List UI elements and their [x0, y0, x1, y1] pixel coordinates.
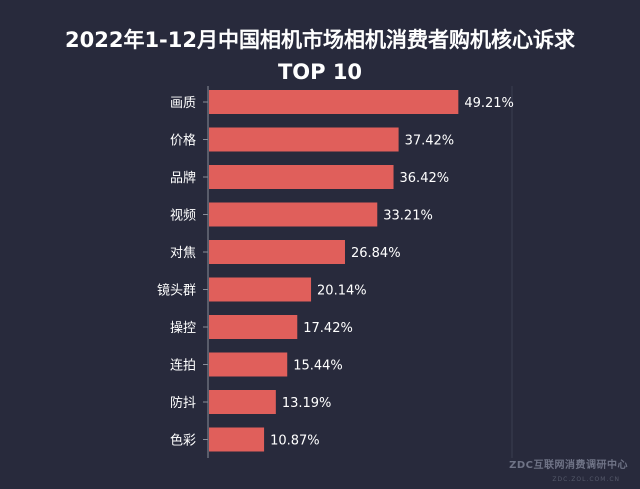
category-label: 品牌	[170, 170, 196, 186]
value-label: 33.21%	[383, 209, 433, 224]
bar-4	[209, 240, 345, 264]
watermark: ZDC互联网消费调研中心	[509, 460, 628, 471]
bar-8	[209, 390, 276, 414]
category-label: 视频	[170, 209, 196, 224]
value-label: 36.42%	[400, 171, 450, 186]
category-label: 价格	[170, 133, 196, 149]
bar-3	[209, 202, 378, 227]
bar-6	[209, 315, 298, 339]
bar-9	[209, 427, 265, 452]
value-label: 17.42%	[303, 321, 353, 336]
bar-1	[209, 127, 399, 152]
category-label: 色彩	[170, 433, 196, 449]
bar-0	[209, 90, 459, 114]
bar-7	[209, 352, 288, 377]
category-label: 防抖	[170, 395, 196, 411]
value-label: 37.42%	[405, 134, 455, 149]
value-label: 26.84%	[351, 246, 401, 261]
value-label: 20.14%	[317, 284, 367, 299]
category-label: 画质	[170, 96, 196, 111]
category-label: 镜头群	[157, 284, 196, 299]
category-label: 对焦	[170, 246, 196, 261]
watermark-url: ZDC.ZOL.COM.CN	[552, 476, 620, 483]
bar-5	[209, 277, 312, 302]
chart-subtitle: TOP 10	[277, 60, 363, 84]
category-label: 连拍	[170, 358, 196, 374]
value-label: 10.87%	[270, 434, 320, 449]
category-label: 操控	[170, 320, 196, 336]
value-label: 49.21%	[464, 96, 514, 111]
chart-title: 2022年1-12月中国相机市场相机消费者购机核心诉求	[65, 28, 575, 52]
value-label: 13.19%	[282, 396, 332, 411]
bar-2	[209, 165, 394, 189]
value-label: 15.44%	[293, 359, 343, 374]
